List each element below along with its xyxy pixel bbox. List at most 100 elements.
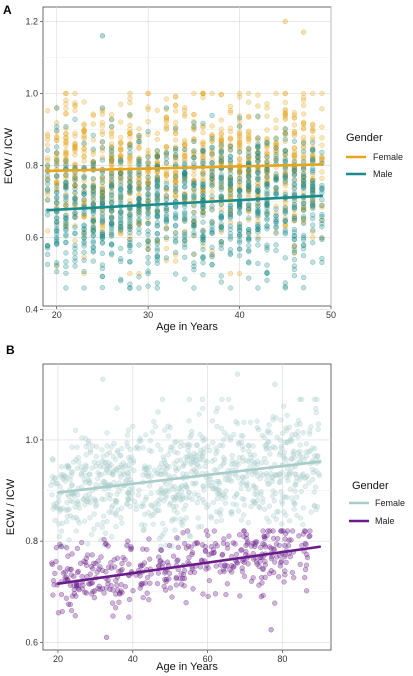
plot-a-legend-title: Gender: [346, 132, 383, 144]
point-female: [214, 495, 221, 502]
point-male: [44, 197, 51, 203]
point-male: [154, 153, 160, 159]
point-female: [236, 132, 243, 139]
point-female: [92, 498, 98, 504]
point-female: [210, 440, 216, 446]
point-female: [113, 500, 120, 506]
point-female: [73, 514, 79, 521]
point-female: [235, 508, 242, 514]
point-male: [99, 284, 106, 291]
point-male: [191, 224, 197, 231]
point-female: [209, 206, 215, 212]
point-male: [63, 180, 69, 186]
point-male: [246, 186, 252, 192]
point-male: [209, 183, 215, 189]
point-male: [108, 208, 115, 214]
point-male: [63, 239, 69, 246]
point-female: [291, 506, 297, 512]
point-male: [172, 234, 179, 241]
point-male: [236, 123, 243, 130]
point-male: [264, 154, 270, 160]
point-male: [72, 190, 78, 196]
point-male: [310, 222, 316, 228]
point-male: [145, 184, 151, 191]
point-female: [63, 90, 69, 97]
point-male: [191, 251, 197, 257]
point-female: [129, 490, 136, 496]
point-male: [191, 263, 197, 269]
point-female: [65, 465, 72, 471]
point-male: [255, 170, 261, 176]
point-male: [90, 228, 96, 234]
y-tick-label: 1.2: [25, 16, 38, 26]
point-male: [273, 230, 279, 236]
point-female: [145, 147, 151, 153]
point-female: [286, 518, 293, 524]
point-male: [108, 200, 115, 206]
point-male: [303, 588, 310, 594]
point-female: [272, 490, 279, 496]
point-male: [291, 182, 298, 188]
point-male: [44, 261, 51, 268]
point-female: [81, 99, 87, 105]
point-male: [90, 240, 96, 246]
point-male: [136, 187, 142, 193]
point-male: [118, 220, 124, 227]
point-female: [74, 444, 80, 450]
point-female: [72, 133, 78, 139]
point-male: [282, 151, 288, 157]
point-female: [215, 490, 221, 497]
point-male: [81, 191, 87, 197]
point-male: [63, 221, 69, 227]
panel-b: B 20 40 60 800.60.81.0 Age in Years ECW / I…: [5, 343, 405, 673]
point-female: [246, 90, 252, 97]
point-female: [319, 175, 325, 182]
point-female: [146, 447, 152, 453]
point-male: [76, 587, 82, 593]
point-male: [145, 160, 151, 166]
point-female: [127, 155, 133, 162]
point-male: [145, 246, 151, 252]
point-male: [163, 196, 170, 203]
point-male: [291, 214, 298, 220]
point-male: [300, 166, 307, 172]
point-male: [273, 216, 279, 222]
point-female: [262, 443, 268, 449]
point-female: [81, 127, 87, 133]
point-male: [254, 539, 260, 545]
point-female: [205, 479, 211, 485]
point-female: [315, 421, 322, 427]
point-male: [264, 270, 270, 276]
point-female: [149, 503, 155, 509]
point-female: [281, 509, 287, 515]
point-male: [182, 254, 188, 260]
point-male: [172, 173, 179, 180]
point-outlier: [99, 33, 106, 39]
point-female: [213, 445, 219, 452]
point-male: [264, 174, 270, 180]
point-male: [130, 588, 136, 594]
point-outlier: [234, 371, 241, 377]
point-male: [257, 544, 264, 551]
point-male: [163, 255, 170, 261]
point-female: [310, 229, 316, 235]
point-female: [212, 484, 219, 490]
point-male: [307, 528, 313, 534]
point-female: [314, 503, 321, 510]
point-male: [200, 228, 206, 234]
point-male: [310, 140, 316, 146]
point-male: [172, 249, 179, 256]
point-female: [170, 516, 176, 522]
point-male: [191, 138, 197, 145]
point-male: [90, 201, 96, 207]
point-male: [172, 239, 179, 245]
point-female: [218, 517, 225, 524]
point-female: [136, 146, 142, 152]
point-male: [243, 549, 249, 555]
point-male: [101, 536, 107, 543]
point-female: [208, 513, 214, 519]
point-male: [67, 566, 73, 573]
point-female: [118, 134, 124, 141]
point-male: [300, 285, 307, 291]
point-male: [118, 278, 124, 284]
